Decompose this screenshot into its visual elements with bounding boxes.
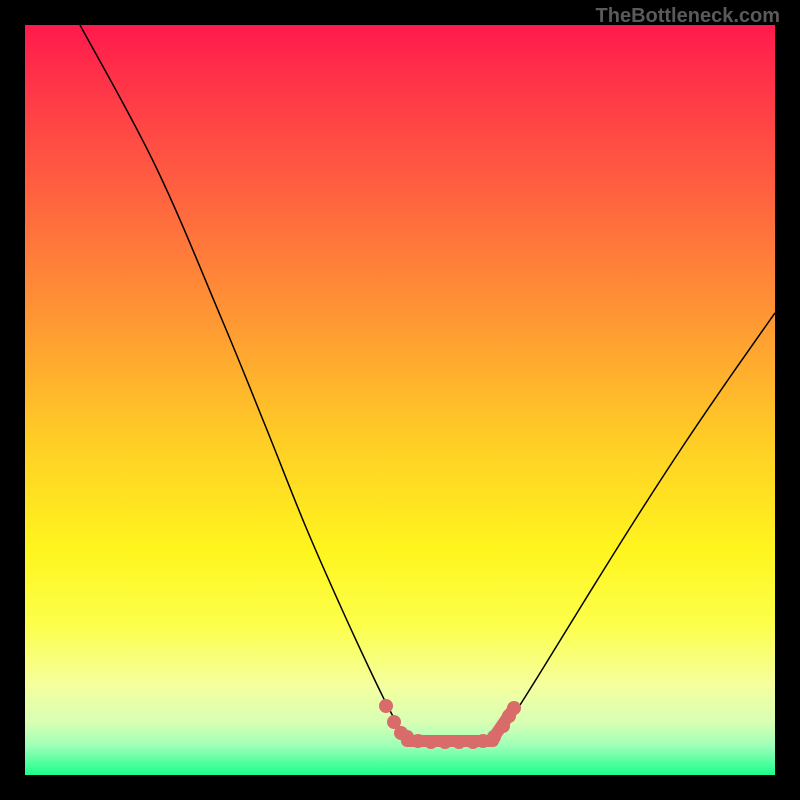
data-marker xyxy=(487,730,501,744)
gradient-background xyxy=(25,25,775,775)
data-marker xyxy=(424,735,438,749)
data-marker xyxy=(507,701,521,715)
data-marker xyxy=(452,735,466,749)
plot-svg xyxy=(25,25,775,775)
plot-area xyxy=(25,25,775,775)
data-marker xyxy=(438,735,452,749)
watermark-text: TheBottleneck.com xyxy=(596,5,780,28)
data-marker xyxy=(411,734,425,748)
data-marker xyxy=(379,699,393,713)
chart-container: TheBottleneck.com xyxy=(0,0,800,800)
